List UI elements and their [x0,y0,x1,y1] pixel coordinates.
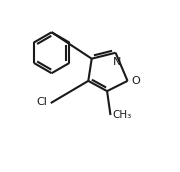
Text: Cl: Cl [37,97,48,107]
Text: O: O [132,76,141,86]
Text: N: N [113,57,122,67]
Text: CH₃: CH₃ [112,110,131,120]
